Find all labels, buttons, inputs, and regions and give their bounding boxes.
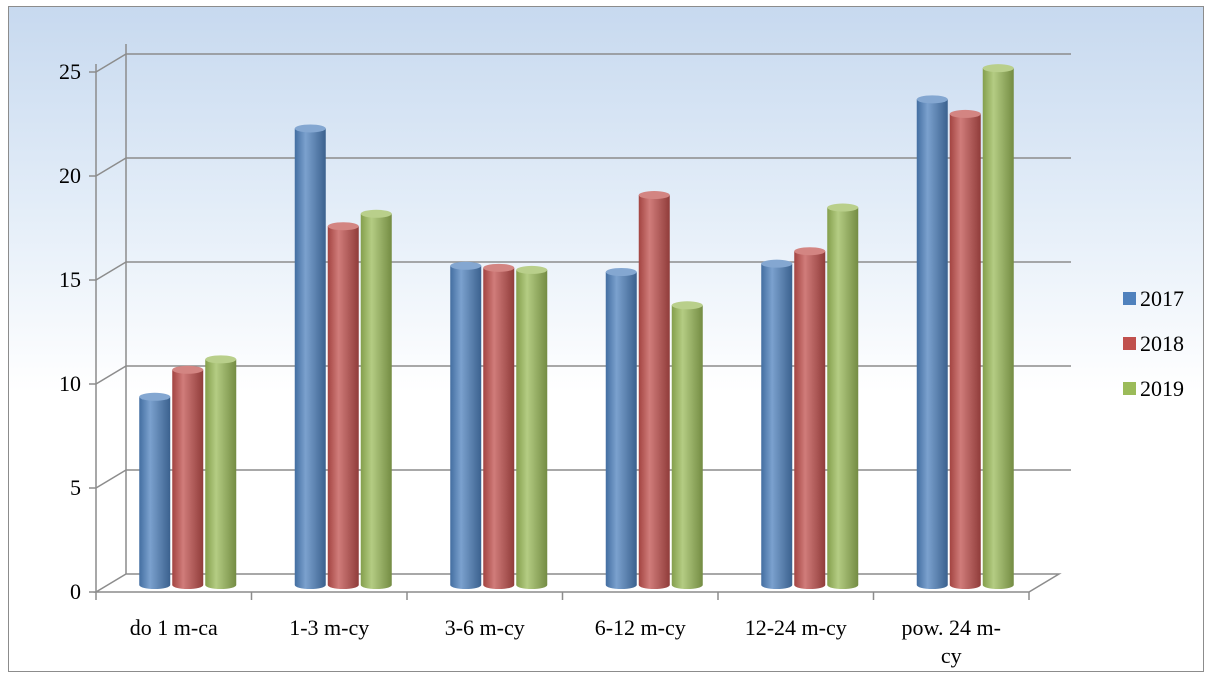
- y-tick-label: 5: [70, 475, 81, 500]
- bar: [916, 99, 948, 590]
- bar: [360, 213, 392, 589]
- legend-label: 2017: [1140, 286, 1184, 311]
- bar: [450, 265, 482, 589]
- axis-labels: 0 5 10 15 20 25 do 1 m-ca 1-3 m-cy 3-6 m-cy 6-12 …: [59, 59, 1001, 668]
- x-tick-label: 12-24 m-cy: [745, 615, 847, 640]
- bar-top: [982, 64, 1014, 73]
- chart-area: 0 5 10 15 20 25 do 1 m-ca 1-3 m-cy 3-6 m-cy 6-12 …: [8, 6, 1204, 672]
- bar-top: [327, 222, 359, 231]
- bar: [671, 305, 703, 589]
- x-tick-label: pow. 24 m-: [902, 615, 1001, 640]
- bar: [205, 359, 237, 589]
- gridline-diagonal: [95, 365, 127, 385]
- bar: [761, 263, 793, 589]
- x-tick-label: do 1 m-ca: [130, 615, 218, 640]
- bar-top: [638, 191, 670, 200]
- bar: [483, 267, 515, 589]
- bar-top: [949, 109, 981, 118]
- bar-top: [294, 124, 326, 133]
- bar-chart: 0 5 10 15 20 25 do 1 m-ca 1-3 m-cy 3-6 m-cy 6-12 …: [59, 44, 1184, 668]
- bar-top: [360, 209, 392, 218]
- legend-swatch: [1123, 382, 1136, 395]
- legend-label: 2019: [1140, 376, 1184, 401]
- bar-top: [827, 203, 859, 212]
- bar: [294, 128, 326, 589]
- bar-top: [671, 301, 703, 310]
- bar-top: [516, 265, 548, 274]
- bar-top: [205, 355, 237, 364]
- gridline-diagonal: [95, 157, 127, 177]
- legend-label: 2018: [1140, 331, 1184, 356]
- legend-swatch: [1123, 337, 1136, 350]
- bar: [327, 226, 359, 590]
- bar: [794, 251, 826, 589]
- axes: [89, 64, 1030, 600]
- bar: [605, 272, 637, 589]
- y-tick-label: 20: [59, 163, 81, 188]
- bar-top: [761, 259, 793, 268]
- bar: [516, 269, 548, 589]
- bar-top: [794, 247, 826, 256]
- x-tick-label: cy: [941, 643, 962, 668]
- gridline-diagonal: [95, 53, 127, 73]
- bar-top: [916, 95, 948, 104]
- bar-top: [605, 268, 637, 276]
- bar: [638, 195, 670, 590]
- bars: [139, 64, 1014, 590]
- x-tick-label: 1-3 m-cy: [289, 615, 369, 640]
- y-tick-label: 15: [59, 267, 81, 292]
- legend: 2017 2018 2019: [1123, 286, 1184, 401]
- gridline-diagonal: [95, 469, 127, 489]
- y-tick-label: 25: [59, 59, 81, 84]
- x-tick-label: 3-6 m-cy: [445, 615, 525, 640]
- bar: [139, 396, 171, 589]
- y-tick-label: 10: [59, 371, 81, 396]
- bar-top: [172, 365, 204, 374]
- bar: [172, 369, 204, 589]
- x-tick-label: 6-12 m-cy: [595, 615, 686, 640]
- gridline-diagonal: [95, 261, 127, 281]
- floor: [93, 573, 1062, 593]
- bar: [949, 113, 981, 590]
- bar: [827, 207, 859, 589]
- bar-top: [139, 392, 171, 401]
- y-tick-label: 0: [70, 579, 81, 604]
- bar-top: [483, 263, 515, 272]
- legend-swatch: [1123, 292, 1136, 305]
- bar-top: [450, 261, 482, 270]
- bar: [982, 68, 1014, 589]
